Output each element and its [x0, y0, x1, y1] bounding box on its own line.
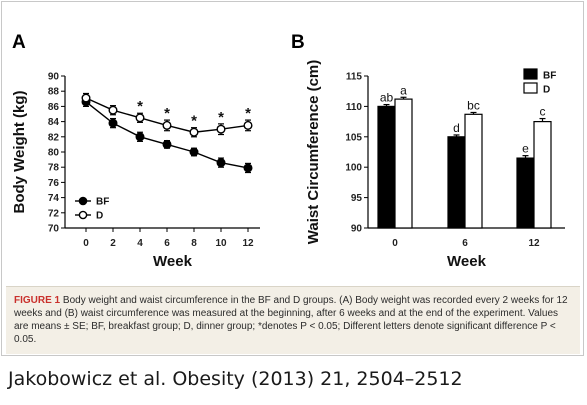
panel-a-data-point: [189, 147, 199, 157]
panel-b-significance-label: ab: [380, 91, 394, 105]
panel-a-legend-label: D: [96, 211, 103, 222]
panel-b-x-axis-title: Week: [447, 253, 487, 270]
panel-b-significance-label: a: [400, 83, 407, 97]
panel-b-legend-label: BF: [543, 71, 556, 82]
panel-b-legend-label: D: [543, 85, 550, 96]
figure-caption: FIGURE 1 Body weight and waist circumfer…: [14, 294, 572, 346]
panel-a-y-tick-label: 84: [48, 117, 60, 128]
panel-b-x-tick-label: 12: [528, 238, 540, 249]
panel-b-y-axis-title: Waist Circumference (cm): [305, 60, 322, 245]
panel-b-legend-swatch: [523, 68, 538, 80]
panel-a-x-tick-label: 10: [215, 238, 227, 249]
panel-b-significance-label: bc: [467, 98, 480, 112]
panel-b-bar: [516, 157, 535, 229]
panel-a-legend-label: BF: [96, 197, 109, 208]
panel-a-data-point: [162, 120, 172, 130]
panel-b-x-tick-label: 6: [462, 238, 468, 249]
panel-b-bar: [464, 113, 483, 229]
panel-a-significance-marker: *: [191, 113, 197, 130]
panel-a-y-tick-label: 76: [48, 178, 60, 189]
panel-b-bar: [377, 105, 396, 229]
panel-a-y-tick-label: 74: [48, 193, 60, 204]
panel-a-data-point: [81, 93, 91, 103]
panel-b-y-tick-label: 110: [346, 102, 363, 113]
panel-a-data-point: [243, 163, 253, 173]
panel-a-significance-marker: *: [164, 105, 170, 122]
panel-b-y-tick-label: 95: [351, 193, 363, 204]
panel-a-significance-marker: *: [245, 105, 251, 122]
panel-a-y-tick-label: 80: [48, 148, 60, 159]
caption-box: FIGURE 1 Body weight and waist circumfer…: [6, 286, 580, 354]
panel-a-data-point: [189, 127, 199, 137]
panel-b: B 90 95 100 105 110 115 0 6 12 Week Waist Circumfer…: [291, 32, 565, 270]
panel-a-x-tick-label: 12: [242, 238, 254, 249]
panel-a-data-point: [108, 105, 118, 115]
panel-a: A 70 72 74 76 78 80 82 84 86 88 90 0 2 4 6 8 10 12 Week Body…: [11, 32, 260, 270]
caption-figure-label: FIGURE 1: [14, 295, 61, 306]
panel-a-y-tick-label: 70: [48, 224, 60, 235]
panel-b-significance-label: c: [540, 105, 546, 119]
panel-a-y-tick-label: 88: [48, 87, 60, 98]
panel-b-series-d: a bc c: [394, 83, 552, 229]
panel-a-data-point: [135, 132, 145, 142]
panel-a-y-tick-label: 82: [48, 132, 60, 143]
panel-a-y-tick-label: 86: [48, 102, 60, 113]
panel-a-x-tick-label: 8: [191, 238, 197, 249]
panel-b-x-tick-label: 0: [392, 238, 398, 249]
panel-a-x-tick-label: 0: [83, 238, 89, 249]
panel-a-significance-marker: *: [137, 98, 143, 115]
panel-b-legend-swatch: [523, 82, 538, 94]
panel-a-legend-marker: [78, 196, 88, 206]
panel-a-data-point: [135, 113, 145, 123]
panel-b-letter: B: [291, 32, 305, 53]
panel-a-series-d: [81, 92, 253, 138]
panel-a-x-axis-title: Week: [153, 253, 193, 270]
panel-a-x-tick-label: 4: [137, 238, 143, 249]
panel-a-x-tick-label: 2: [110, 238, 116, 249]
panel-b-y-tick-label: 90: [351, 224, 363, 235]
panel-b-series-bf: ab d e: [377, 91, 535, 229]
panel-b-bar: [447, 136, 466, 229]
panel-b-significance-label: d: [453, 121, 460, 135]
panel-a-y-tick-label: 90: [48, 72, 60, 83]
panel-a-data-point: [243, 120, 253, 130]
panel-a-y-axis-title: Body Weight (kg): [11, 90, 28, 213]
panel-b-significance-label: e: [522, 142, 529, 156]
panel-b-bar: [394, 98, 413, 229]
panel-a-x-tick-label: 6: [164, 238, 170, 249]
panel-a-legend-marker: [78, 210, 88, 220]
citation: Jakobowicz et al. Obesity (2013) 21, 250…: [8, 368, 463, 390]
panel-b-y-tick-label: 105: [345, 132, 362, 143]
panel-a-data-point: [216, 124, 226, 134]
panel-b-y-tick-label: 115: [346, 72, 363, 83]
panel-a-data-point: [162, 139, 172, 149]
panel-a-y-tick-label: 78: [48, 163, 60, 174]
figure-frame: A 70 72 74 76 78 80 82 84 86 88 90 0 2 4 6 8 10 12 Week Body…: [1, 1, 584, 356]
panel-a-data-point: [108, 118, 118, 128]
figure-charts: A 70 72 74 76 78 80 82 84 86 88 90 0 2 4 6 8 10 12 Week Body…: [11, 32, 565, 270]
panel-a-data-point: [216, 158, 226, 168]
panel-a-y-tick-label: 72: [48, 208, 60, 219]
caption-text: Body weight and waist circumference in t…: [14, 295, 568, 345]
panel-a-letter: A: [12, 32, 26, 53]
panel-b-bar: [533, 120, 552, 229]
panel-b-y-tick-label: 100: [345, 163, 362, 174]
panel-a-significance-marker: *: [218, 109, 224, 126]
